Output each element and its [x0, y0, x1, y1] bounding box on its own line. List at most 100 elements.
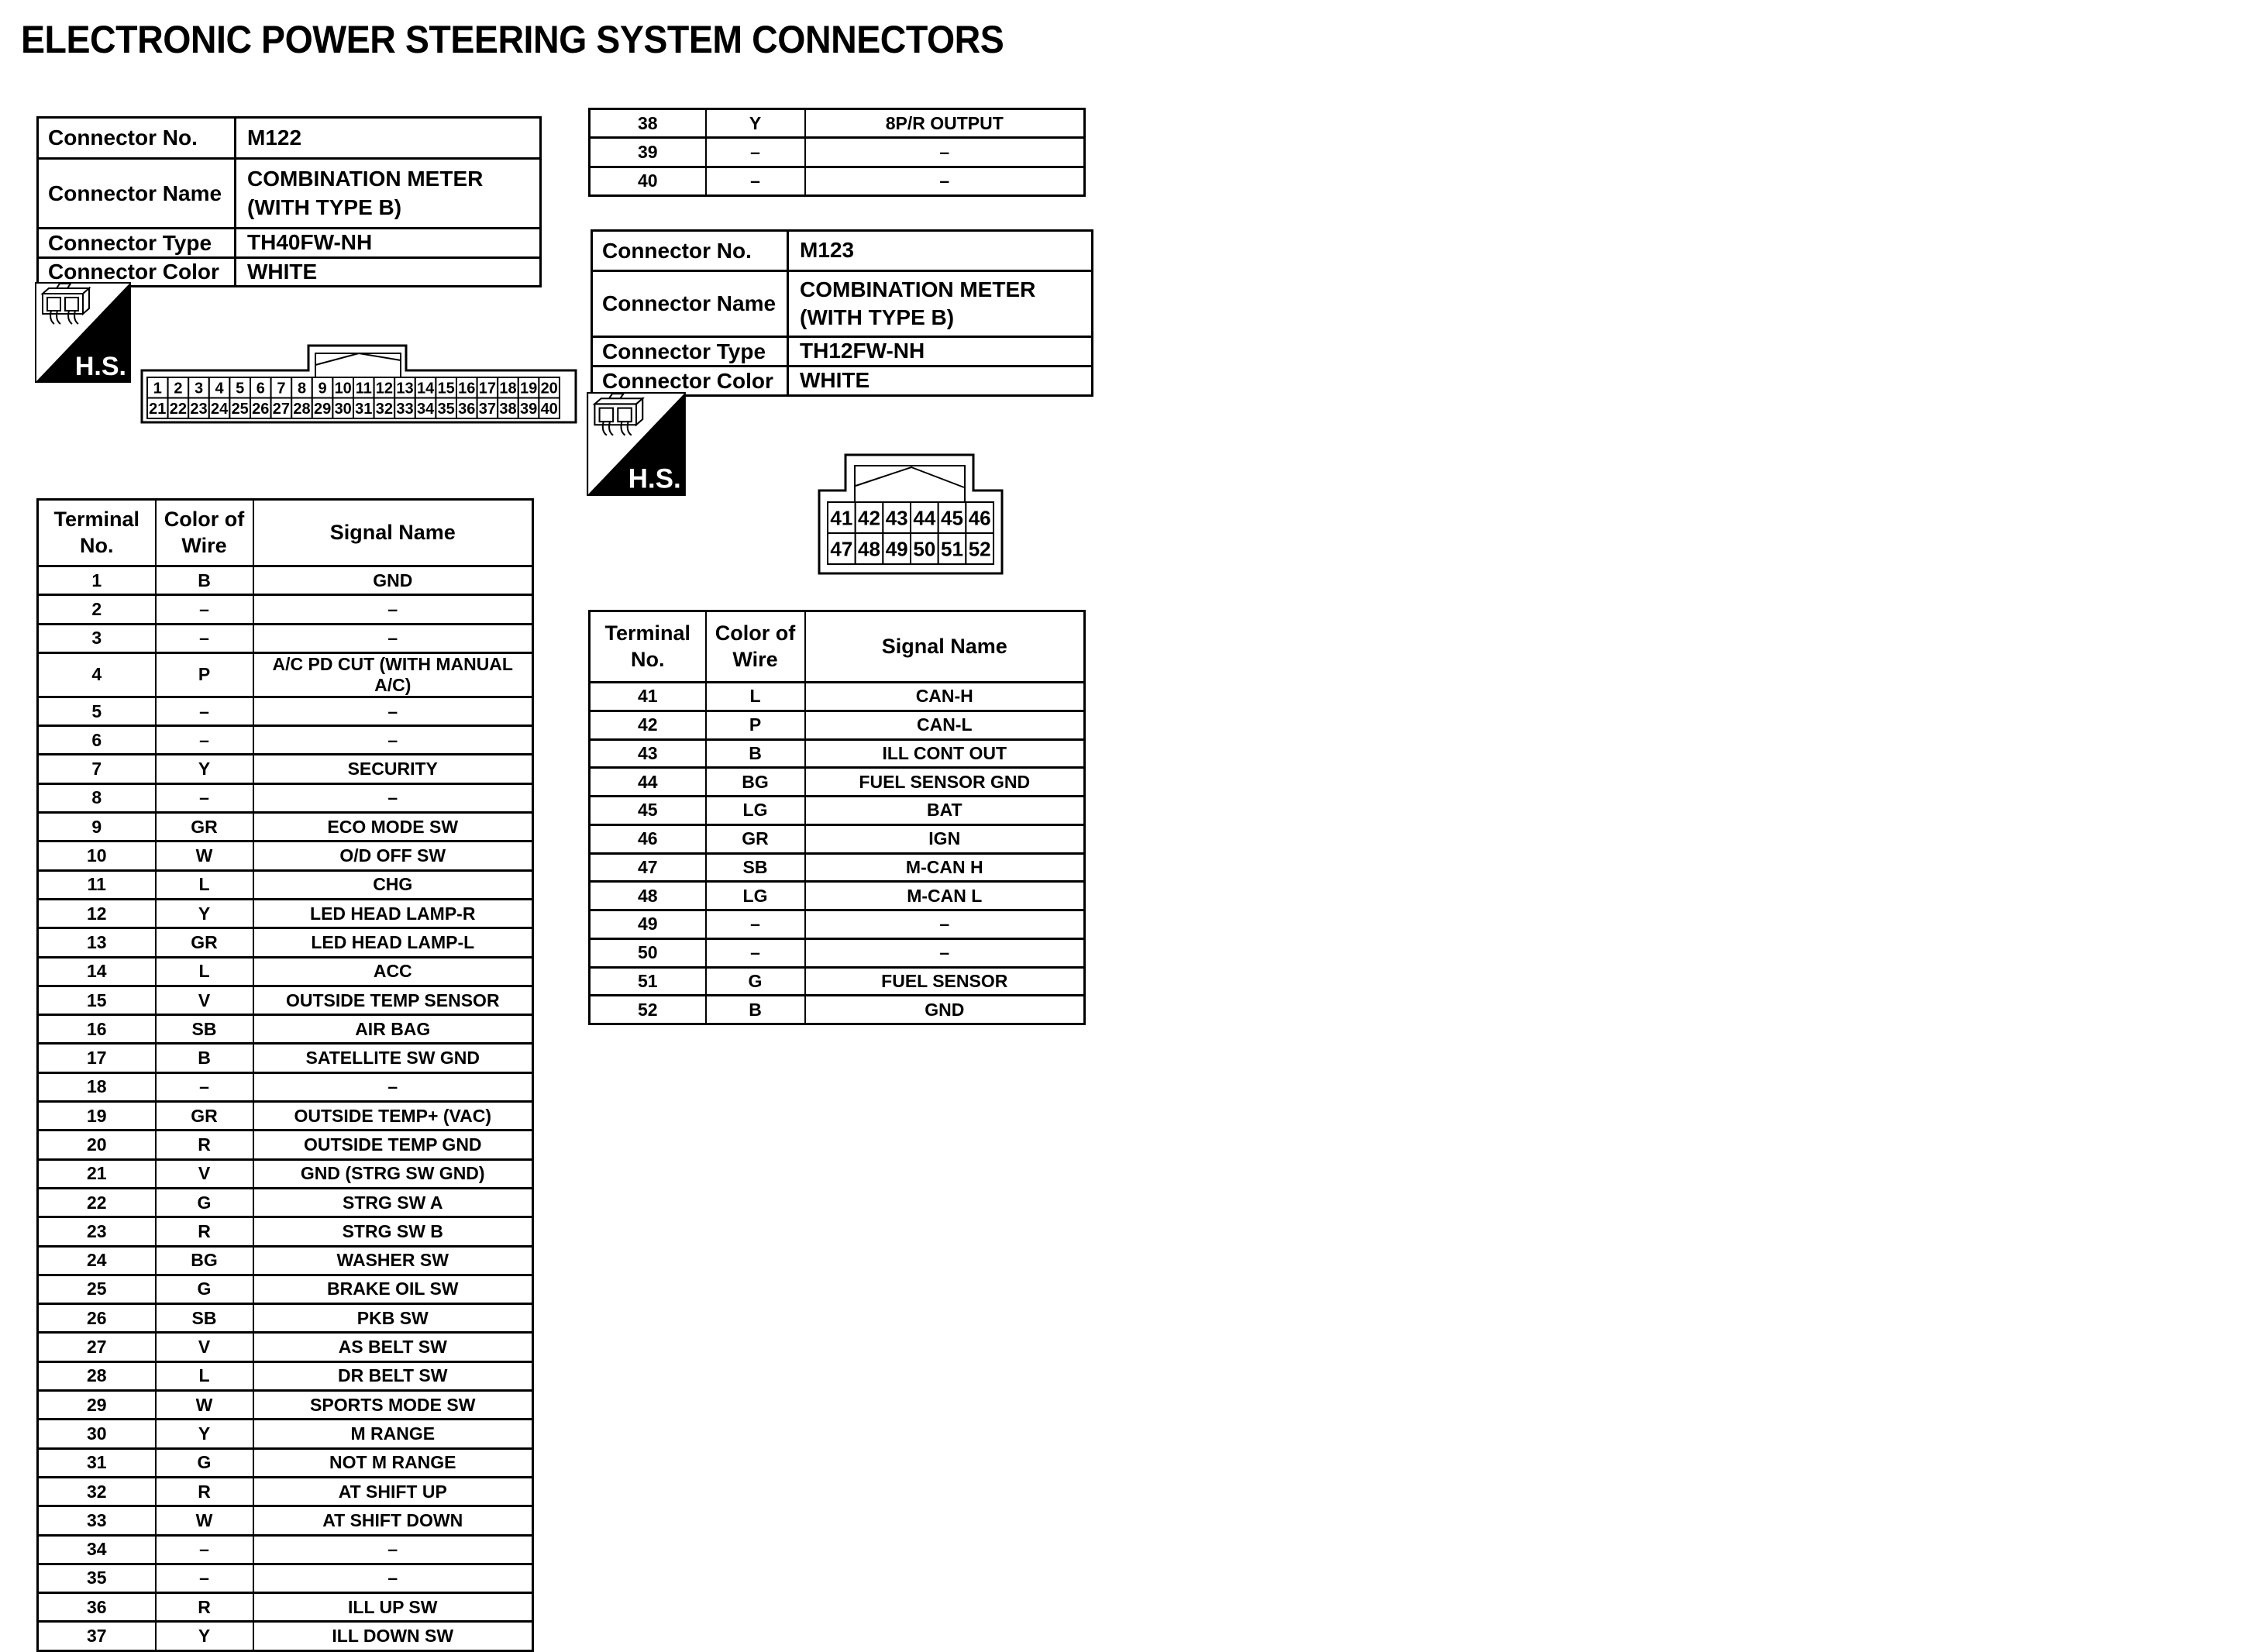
signal-name-cell: LED HEAD LAMP-R	[252, 897, 534, 930]
pin-cell	[311, 397, 334, 419]
signal-name-cell: GND	[804, 994, 1086, 1025]
header-row: Terminal No. Color of Wire Signal Name	[36, 498, 534, 567]
signal-name-cell: BRAKE OIL SW	[252, 1273, 534, 1306]
pin-number: 24	[211, 401, 229, 418]
terminal-row: 23 R STRG SW B	[36, 1216, 534, 1248]
wire-color-cell: L	[704, 681, 806, 712]
wire-color-cell: R	[154, 1216, 254, 1248]
pin-number: 34	[417, 401, 435, 418]
terminal-no-cell: 46	[588, 823, 707, 855]
wire-color-cell: B	[704, 994, 806, 1025]
terminal-no-cell: 7	[36, 753, 157, 785]
pin-number: 42	[858, 506, 880, 529]
terminal-row: 51 G FUEL SENSOR	[588, 965, 1086, 997]
terminal-row: 39– –	[588, 136, 1086, 168]
pin-number: 30	[335, 401, 352, 418]
pin-cell	[517, 397, 540, 419]
info-label: Connector No.	[39, 119, 236, 157]
terminal-no-cell: 40	[588, 165, 707, 197]
hs-view-icon: H.S.	[587, 392, 686, 496]
terminal-row: 29 W SPORTS MODE SW	[36, 1389, 534, 1421]
signal-name-cell: GND	[252, 564, 534, 597]
pin-number: 11	[356, 380, 372, 397]
pin-cell	[435, 377, 457, 399]
hs-view-icon: H.S.	[35, 282, 131, 383]
wire-color-cell: V	[154, 1331, 254, 1363]
info-row: Connector Color WHITE	[39, 256, 539, 285]
terminal-no-cell: 36	[36, 1592, 157, 1623]
wire-color-cell: GR	[154, 927, 254, 959]
signal-name-cell: ILL UP SW	[252, 1592, 534, 1623]
m123-pin-row-1: 41 42 43 44 45 46	[827, 501, 995, 534]
column-header: Signal Name	[804, 610, 1086, 683]
m122-pin-diagram: 1 2 3 4 5 6 7 8 9 10 11 12 13 14 15 16 17 18 19 20 21 22 23 24…	[140, 344, 577, 424]
signal-name-cell: DR BELT SW	[252, 1360, 534, 1392]
pin-cell	[538, 397, 561, 419]
terminal-row: 15 V OUTSIDE TEMP SENSOR	[36, 984, 534, 1017]
terminal-no-cell: 18	[36, 1071, 157, 1103]
terminal-no-cell: 25	[36, 1273, 157, 1306]
terminal-row: 24 BG WASHER SW	[36, 1244, 534, 1276]
signal-name-cell: –	[252, 622, 534, 654]
m123-info-table: Connector No. M123 Connector Name COMBINATI…	[591, 229, 1093, 397]
pin-number: 33	[396, 401, 413, 418]
wire-color-cell: R	[154, 1475, 254, 1508]
pin-number: 3	[195, 380, 203, 397]
wire-color-cell: L	[154, 869, 254, 900]
wire-color-cell: BG	[704, 766, 806, 797]
terminal-no-cell: 30	[36, 1418, 157, 1450]
wire-color-cell: Y	[704, 107, 806, 139]
terminal-no-cell: 4	[36, 651, 157, 698]
signal-name-cell: ACC	[252, 955, 534, 987]
signal-name-cell: FUEL SENSOR GND	[804, 766, 1086, 797]
wire-color-cell: –	[704, 165, 806, 197]
hs-badge-label: H.S.	[75, 352, 126, 381]
signal-name-cell: STRG SW B	[252, 1216, 534, 1248]
info-label: Connector No.	[593, 232, 789, 270]
terminal-no-cell: 42	[588, 709, 707, 741]
pin-cell	[250, 397, 272, 419]
wire-color-cell: GR	[154, 811, 254, 843]
terminal-no-cell: 38	[588, 107, 707, 139]
signal-name-cell: FUEL SENSOR	[804, 965, 1086, 997]
page-title: ELECTRONIC POWER STEERING SYSTEM CONNECT…	[21, 18, 1004, 61]
signal-name-cell: –	[804, 937, 1086, 969]
wire-color-cell: V	[154, 1158, 254, 1189]
wire-color-cell: –	[704, 937, 806, 969]
pin-number: 48	[858, 537, 880, 560]
info-row: Connector Color WHITE	[593, 365, 1091, 394]
terminal-no-cell: 19	[36, 1100, 157, 1132]
pin-number: 23	[190, 401, 207, 418]
wire-color-cell: –	[154, 695, 254, 728]
wire-color-cell: GR	[704, 823, 806, 855]
wire-color-cell: –	[704, 136, 806, 168]
wire-color-cell: BG	[154, 1244, 254, 1276]
pin-cell	[827, 532, 856, 565]
terminal-row: 37 Y ILL DOWN SW	[36, 1620, 534, 1652]
pin-number: 47	[830, 537, 852, 560]
pin-number: 52	[969, 537, 991, 560]
signal-name-cell: –	[252, 724, 534, 756]
pin-number: 37	[479, 401, 496, 418]
terminal-row: 31 G NOT M RANGE	[36, 1447, 534, 1478]
pin-number: 41	[830, 506, 852, 529]
pin-cell	[937, 532, 967, 565]
terminal-row: 10 W O/D OFF SW	[36, 840, 534, 872]
terminal-row: 9 GR ECO MODE SW	[36, 811, 534, 843]
terminal-no-cell: 43	[588, 738, 707, 769]
signal-name-cell: OUTSIDE TEMP SENSOR	[252, 984, 534, 1017]
signal-name-cell: PKB SW	[252, 1303, 534, 1334]
info-row: Connector Type TH40FW-NH	[39, 227, 539, 256]
wire-color-cell: –	[154, 1071, 254, 1103]
pin-number: 28	[293, 401, 310, 418]
pin-cell	[965, 532, 995, 565]
column-header: Color of Wire	[154, 498, 254, 567]
signal-name-cell: –	[804, 165, 1086, 197]
pin-cell	[373, 397, 396, 419]
pin-number: 36	[458, 401, 475, 418]
terminal-row: 13 GR LED HEAD LAMP-L	[36, 927, 534, 959]
pin-cell	[882, 532, 912, 565]
terminal-row: 43 B ILL CONT OUT	[588, 738, 1086, 769]
wire-color-cell: G	[704, 965, 806, 997]
terminal-row: 46 GR IGN	[588, 823, 1086, 855]
